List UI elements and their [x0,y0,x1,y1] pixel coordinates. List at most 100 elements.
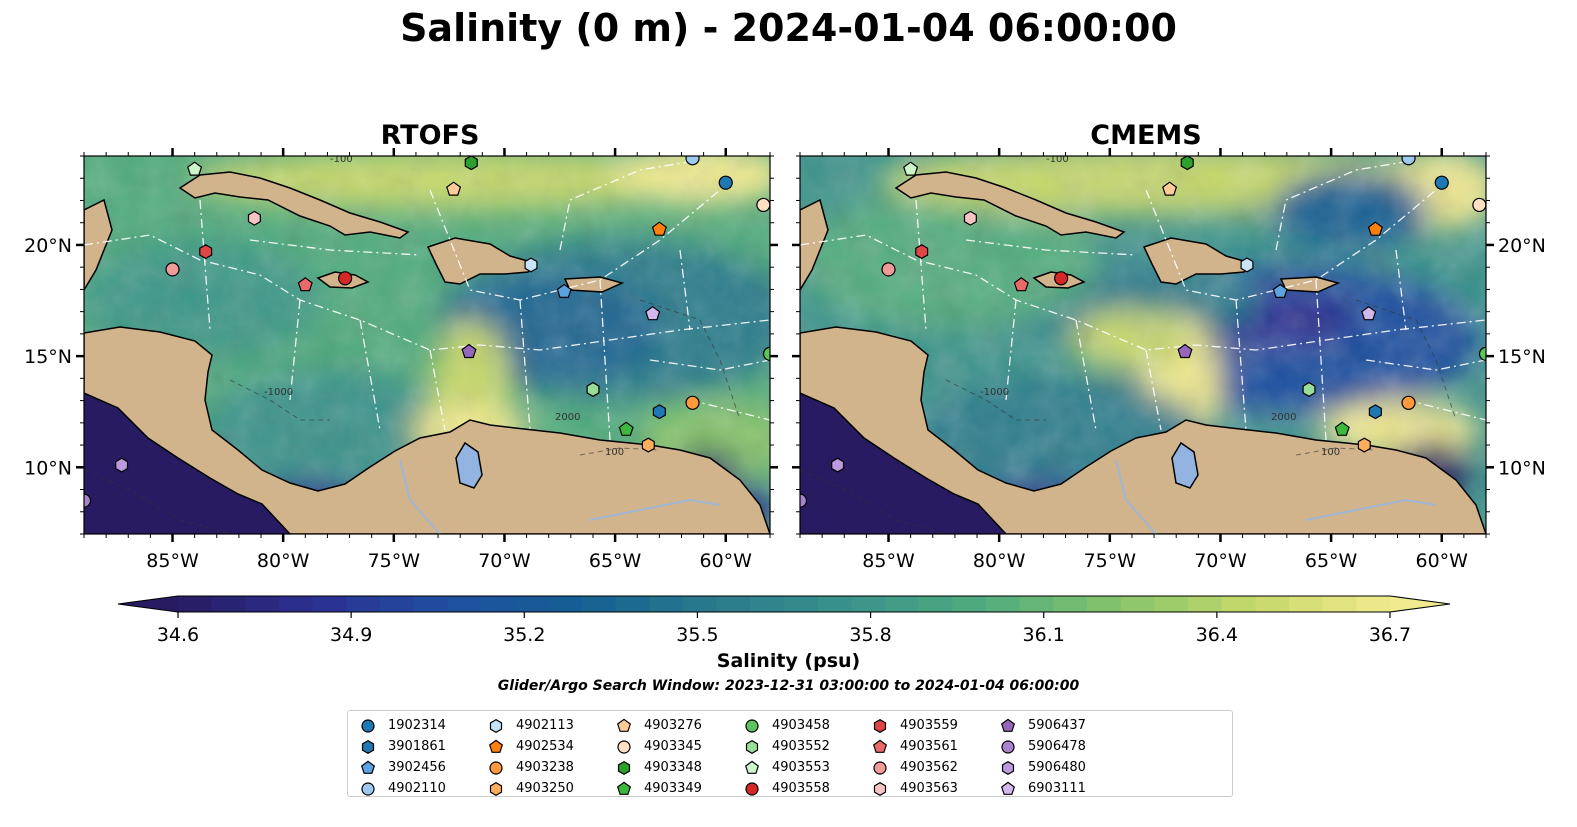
legend-marker-icon [873,718,887,733]
legend-label: 4903345 [644,739,702,754]
colorbar-tick-label: 36.4 [1196,624,1238,646]
legend-marker [489,781,503,796]
legend-marker [873,781,887,796]
colorbar-bin [1322,596,1357,612]
float-marker-4903348 [1180,156,1194,171]
legend-marker [873,718,887,733]
float-marker-4903552 [586,381,600,397]
legend-label: 4903348 [644,760,702,775]
legend-label: 4903458 [772,718,830,733]
float-marker-4903250 [1357,437,1371,453]
legend-label: 4903562 [900,760,958,775]
float-marker-4903238 [685,395,700,410]
float-marker-5906480 [115,457,129,473]
legend-label: 4902113 [516,718,574,733]
colorbar-bin [750,596,785,612]
legend-item: 3902456 [360,757,446,778]
legend-label: 4903563 [900,781,958,796]
legend-item: 4903559 [872,715,958,736]
legend-marker [1001,760,1015,775]
float-marker-4903558 [1054,271,1069,286]
float-marker-4903349 [618,421,634,436]
colorbar-bin [918,596,953,612]
legend-item: 4903563 [872,778,958,799]
float-marker-3901861 [1368,404,1382,420]
legend-label: 6903111 [1028,781,1086,796]
legend-label: 4902110 [388,781,446,796]
legend-marker-icon [489,760,503,775]
legend-label: 4903276 [644,718,702,733]
legend-item: 1902314 [360,715,446,736]
panel-frame [799,155,1487,535]
legend-item: 4903562 [872,757,958,778]
legend-marker-icon [872,739,888,753]
legend-marker [745,781,759,796]
legend-marker-icon [617,760,631,775]
legend-item: 4902534 [488,736,574,757]
legend-marker-icon [745,739,759,754]
legend-label: 3901861 [388,739,446,754]
legend-column: 4903559 4903561 4903562 4903563 [872,715,958,799]
legend-column: 4903458 4903552 4903553 4903558 [744,715,830,799]
legend-label: 4903558 [772,781,830,796]
contour-label: 100 [1321,447,1340,458]
contour-label: -1000 [980,387,1009,398]
lon-tick-label: 85°W [146,550,199,572]
colorbar-bin [548,596,583,612]
legend-label: 5906437 [1028,718,1086,733]
figure-title: Salinity (0 m) - 2024-01-04 06:00:00 [400,6,1177,50]
legend-item: 4903238 [488,757,574,778]
legend-marker-icon [745,718,759,733]
float-marker-4903345 [1472,197,1486,213]
colorbar-bin [1289,596,1324,612]
legend-marker-icon [488,739,504,753]
legend-column: 4903276 4903345 4903348 4903349 [616,715,702,799]
legend-marker-icon [361,739,375,754]
colorbar-bin [1053,596,1088,612]
legend-marker-icon [616,718,632,732]
panel-title-cmems: CMEMS [1090,120,1202,151]
float-marker-4903558 [338,271,353,286]
float-marker-4903563 [963,210,977,226]
float-marker-4902534 [651,221,667,236]
land-mass [84,171,770,534]
legend-marker [616,718,632,732]
colorbar-tick-label: 35.2 [503,624,545,646]
float-marker-4903563 [247,210,261,226]
legend-item: 4902110 [360,778,446,799]
float-marker-5906478 [800,493,808,508]
float-marker-4903250 [641,437,655,453]
colorbar-tick-label: 35.8 [849,624,891,646]
lon-tick-label: 75°W [368,550,421,572]
legend-item: 4903348 [616,757,702,778]
search-window-text: Glider/Argo Search Window: 2023-12-31 03… [497,678,1080,694]
float-marker-4903562 [165,262,180,277]
lat-tick-label: 10°N [24,457,72,479]
colorbar-bin [1154,596,1189,612]
colorbar-bin [716,596,751,612]
lon-tick-label: 60°W [1416,550,1469,572]
colorbar-extend-max [1390,596,1450,612]
legend-marker-icon [745,781,759,796]
colorbar-bin [582,596,617,612]
eez-boundaries [84,159,770,441]
river-lines [1115,459,1437,534]
float-marker-4902110 [685,156,700,166]
legend-marker-icon [616,781,632,795]
colorbar-bin [1255,596,1290,612]
colorbar-bin [514,596,549,612]
legend-label: 4903349 [644,781,702,796]
float-marker-4903458 [1478,346,1486,361]
contour-label: 2000 [1271,412,1296,423]
float-marker-3901861 [652,404,666,420]
float-marker-5906437 [1177,343,1193,359]
colorbar-bin [615,596,650,612]
colorbar-bin [245,596,280,612]
float-marker-4902113 [524,257,538,273]
legend-item: 4903250 [488,778,574,799]
legend-marker [360,760,376,774]
legend-label: 3902456 [388,760,446,775]
legend-marker-icon [1000,718,1016,732]
colorbar-bin [851,596,886,612]
colorbar-bin [885,596,920,612]
